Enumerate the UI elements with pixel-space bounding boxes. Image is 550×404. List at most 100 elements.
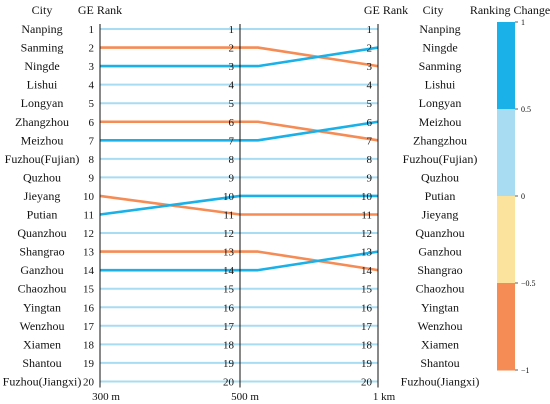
rank-number-300m: 14 xyxy=(83,265,95,277)
rank-number-500m: 15 xyxy=(223,284,235,296)
city-label-right: Quzhou xyxy=(421,170,459,184)
rank-number-300m: 16 xyxy=(83,302,95,314)
legend-tick-label: 0 xyxy=(521,192,525,201)
city-label-left: Chaozhou xyxy=(18,282,67,296)
rank-number-1km: 10 xyxy=(361,191,373,203)
rank-number-300m: 5 xyxy=(89,98,95,110)
left-city-header: City xyxy=(32,3,53,17)
left-rank-header: GE Rank xyxy=(78,3,122,17)
city-label-left: Fuzhou(Fujian) xyxy=(5,152,80,166)
legend-band-3 xyxy=(497,196,515,284)
rank-number-500m: 11 xyxy=(223,210,234,222)
city-label-left: Zhangzhou xyxy=(15,115,69,129)
rank-number-300m: 4 xyxy=(89,80,95,92)
city-label-right: Nanping xyxy=(419,22,460,36)
axes-group xyxy=(99,24,379,388)
rank-number-300m: 6 xyxy=(89,117,95,129)
rank-number-1km: 17 xyxy=(361,321,373,333)
rank-number-1km: 13 xyxy=(361,247,373,259)
rank-number-300m: 15 xyxy=(83,284,95,296)
city-label-left: Quzhou xyxy=(23,170,61,184)
rank-number-1km: 2 xyxy=(367,43,373,55)
rank-number-300m: 1 xyxy=(89,24,95,36)
rank-number-300m: 3 xyxy=(89,61,95,73)
city-label-right: Shantou xyxy=(420,356,459,370)
rank-number-500m: 16 xyxy=(223,302,235,314)
city-label-right: Quanzhou xyxy=(415,226,464,240)
city-label-left: Meizhou xyxy=(21,133,64,147)
city-label-left: Xiamen xyxy=(23,337,61,351)
rank-number-300m: 7 xyxy=(89,135,95,147)
city-label-right: Lishui xyxy=(425,78,456,92)
axis-label-300m: 300 m xyxy=(92,391,120,403)
rank-number-1km: 7 xyxy=(367,135,373,147)
right-city-header: City xyxy=(423,3,444,17)
rank-number-500m: 13 xyxy=(223,247,235,259)
city-label-right: Sanming xyxy=(419,59,462,73)
rank-lines-group xyxy=(99,28,379,383)
rank-number-500m: 12 xyxy=(223,228,234,240)
rank-number-1km: 16 xyxy=(361,302,373,314)
rank-number-500m: 19 xyxy=(223,358,235,370)
legend-band-2 xyxy=(497,109,515,197)
city-label-right: Ganzhou xyxy=(418,245,461,259)
rank-number-500m: 5 xyxy=(229,98,235,110)
rank-line-putian xyxy=(99,194,378,216)
rank-number-500m: 3 xyxy=(229,61,235,73)
rank-number-1km: 6 xyxy=(367,117,373,129)
rank-number-500m: 4 xyxy=(229,80,235,92)
city-label-left: Ganzhou xyxy=(20,263,63,277)
city-label-left: Yingtan xyxy=(23,300,61,314)
rank-number-500m: 7 xyxy=(229,135,235,147)
rank-number-300m: 8 xyxy=(89,154,95,166)
city-label-right: Shangrao xyxy=(417,263,462,277)
legend-band-1 xyxy=(497,22,515,110)
rank-number-500m: 2 xyxy=(229,43,235,55)
city-label-right: Fuzhou(Fujian) xyxy=(403,152,478,166)
city-label-left: Quanzhou xyxy=(17,226,66,240)
rank-number-500m: 18 xyxy=(223,339,235,351)
city-label-left: Lishui xyxy=(27,78,58,92)
rank-number-300m: 2 xyxy=(89,43,95,55)
rank-line-ganzhou xyxy=(100,250,379,272)
rank-number-1km: 20 xyxy=(361,376,373,388)
rank-number-300m: 12 xyxy=(83,228,94,240)
city-label-right: Meizhou xyxy=(419,115,462,129)
city-label-right: Ningde xyxy=(422,41,457,55)
rank-line-meizhou xyxy=(100,120,379,142)
rank-number-300m: 13 xyxy=(83,247,95,259)
legend-band-4 xyxy=(497,283,515,371)
rank-number-1km: 4 xyxy=(367,80,373,92)
rank-number-500m: 1 xyxy=(229,24,235,36)
rank-number-300m: 11 xyxy=(83,210,94,222)
city-label-left: Jieyang xyxy=(24,189,61,203)
rank-line-jieyang xyxy=(99,194,378,216)
city-label-left: Wenzhou xyxy=(19,319,64,333)
legend-tick-label: −0.5 xyxy=(521,279,536,288)
axis-label-500m: 500 m xyxy=(231,391,259,403)
city-label-left: Longyan xyxy=(21,96,64,110)
legend-tick-label: 1 xyxy=(521,18,525,27)
rank-number-1km: 12 xyxy=(361,228,372,240)
city-label-left: Nanping xyxy=(21,22,62,36)
city-label-right: Jieyang xyxy=(422,208,459,222)
rank-number-300m: 18 xyxy=(83,339,95,351)
city-label-right: Fuzhou(Jiangxi) xyxy=(401,374,480,388)
city-label-left: Putian xyxy=(27,208,58,222)
city-label-left: Sanming xyxy=(21,41,64,55)
legend-tick-label: −1 xyxy=(521,366,530,375)
city-label-right: Xiamen xyxy=(421,337,459,351)
rank-line-ningde xyxy=(100,46,379,68)
rank-number-300m: 20 xyxy=(83,376,95,388)
city-label-left: Shantou xyxy=(22,356,61,370)
city-label-right: Zhangzhou xyxy=(413,133,467,147)
city-label-right: Yingtan xyxy=(421,300,459,314)
city-label-left: Fuzhou(Jiangxi) xyxy=(3,374,82,388)
rank-number-1km: 5 xyxy=(367,98,373,110)
rank-number-300m: 17 xyxy=(83,321,95,333)
rank-number-1km: 3 xyxy=(367,61,373,73)
city-label-right: Longyan xyxy=(419,96,462,110)
rank-line-zhangzhou xyxy=(100,120,379,142)
